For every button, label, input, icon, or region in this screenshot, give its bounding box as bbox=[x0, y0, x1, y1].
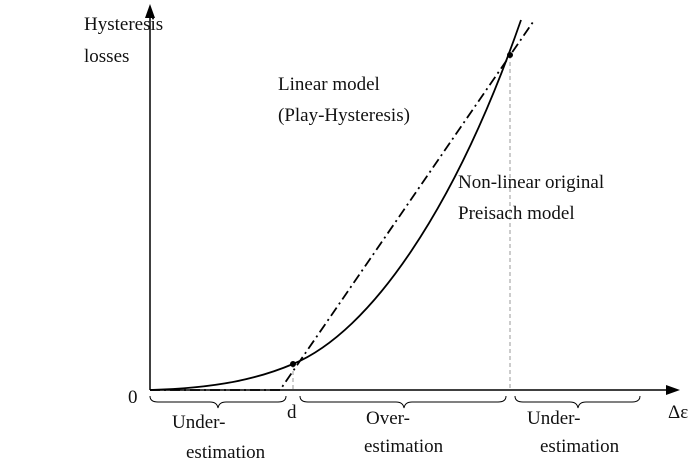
linear-model-line bbox=[150, 21, 534, 391]
brace bbox=[514, 395, 641, 409]
region-label: Over- bbox=[366, 408, 410, 429]
intersection-point bbox=[507, 52, 513, 58]
y-arrow bbox=[145, 4, 155, 18]
nonlinear-label: Preisach model bbox=[458, 203, 575, 224]
linear-label: Linear model bbox=[278, 74, 380, 95]
region-label: estimation bbox=[364, 436, 444, 457]
linear-label: (Play-Hysteresis) bbox=[278, 105, 410, 126]
y-label: Hysteresis bbox=[84, 14, 163, 35]
nonlinear-model-curve bbox=[149, 19, 522, 391]
region-label: Under- bbox=[527, 408, 580, 429]
threshold-label: d bbox=[287, 402, 297, 423]
x-label: Δε bbox=[668, 402, 688, 423]
region-label: estimation bbox=[186, 442, 266, 463]
region-label: Under- bbox=[172, 412, 225, 433]
origin-label: 0 bbox=[128, 387, 138, 408]
y-label: losses bbox=[84, 46, 129, 67]
x-arrow bbox=[666, 385, 680, 395]
region-label: estimation bbox=[540, 436, 620, 457]
brace bbox=[299, 395, 507, 409]
intersection-point bbox=[290, 361, 296, 367]
nonlinear-label: Non-linear original bbox=[458, 172, 604, 193]
brace bbox=[149, 395, 287, 409]
